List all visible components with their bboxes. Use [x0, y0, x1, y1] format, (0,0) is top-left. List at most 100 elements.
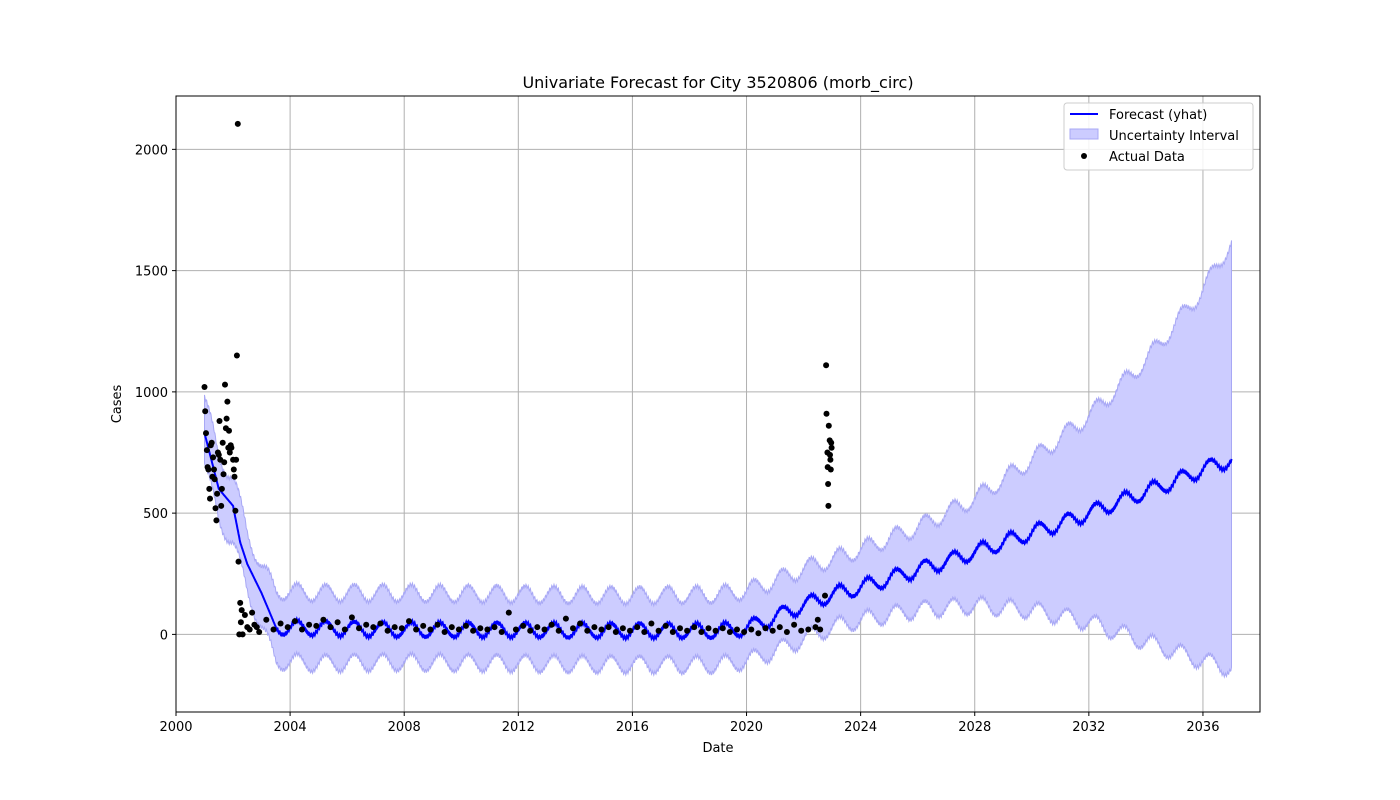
actual-data-point [233, 352, 240, 359]
actual-data-point [783, 629, 790, 635]
legend-actual-label: Actual Data [1109, 150, 1185, 165]
actual-data-point [334, 619, 341, 626]
actual-data-point [598, 626, 605, 633]
y-tick-label: 0 [160, 628, 168, 643]
actual-data-point [222, 381, 228, 388]
actual-data-point [441, 629, 448, 635]
actual-data-point [812, 624, 819, 631]
x-tick-label: 2024 [844, 720, 877, 735]
actual-data-point [218, 502, 225, 509]
actual-data-point [527, 627, 534, 634]
actual-data-point [208, 439, 215, 446]
actual-data-point [284, 624, 291, 631]
actual-data-point [776, 624, 783, 631]
actual-data-point [823, 362, 830, 369]
legend-interval-swatch [1069, 128, 1099, 140]
actual-data-point [370, 624, 377, 631]
actual-data-point [299, 626, 305, 633]
x-tick-label: 2036 [1186, 720, 1219, 735]
uncertainty-band [204, 240, 1232, 679]
actual-data-point [212, 505, 219, 512]
actual-data-point [605, 624, 612, 631]
actual-data-point [570, 625, 576, 632]
actual-data-point [662, 622, 669, 629]
x-tick-label: 2004 [274, 720, 307, 735]
legend-actual-swatch [1081, 153, 1087, 159]
actual-data-point [241, 612, 248, 618]
actual-data-point [239, 631, 246, 638]
actual-data-point [541, 626, 548, 633]
actual-data-point [584, 627, 591, 634]
actual-data-point [828, 444, 835, 451]
actual-data-point [817, 626, 824, 633]
actual-data-point [822, 592, 828, 599]
actual-data-point [719, 625, 726, 632]
actual-data-point [237, 619, 244, 626]
actual-data-point [223, 415, 230, 422]
x-tick-label: 2020 [730, 720, 763, 735]
actual-data-point [231, 473, 238, 480]
actual-data-point [210, 454, 217, 461]
x-tick-label: 2000 [159, 720, 192, 735]
actual-data-point [477, 625, 484, 632]
actual-data-point [406, 618, 412, 625]
actual-data-point [211, 466, 217, 473]
actual-data-point [277, 620, 284, 627]
actual-data-point [420, 622, 427, 629]
actual-data-point [213, 517, 220, 524]
actual-data-point [726, 629, 733, 635]
actual-data-point [677, 625, 683, 632]
actual-data-point [205, 466, 212, 473]
actual-data-point [698, 629, 705, 635]
actual-data-point [612, 629, 619, 635]
actual-data-point [320, 616, 327, 623]
actual-data-point [734, 626, 740, 633]
actual-data-point [769, 627, 776, 634]
actual-data-point [214, 490, 221, 497]
actual-data-point [805, 626, 812, 633]
actual-data-point [207, 495, 213, 502]
plot-frame [175, 95, 1261, 713]
actual-data-point [491, 624, 498, 631]
actual-data-point [825, 481, 832, 487]
actual-data-point [203, 447, 210, 454]
actual-data-point [230, 466, 237, 473]
actual-data-point [498, 629, 505, 635]
y-axis-label: Cases [110, 384, 125, 423]
actual-data-point [218, 485, 225, 492]
actual-data-point [634, 624, 641, 631]
legend-box [1063, 102, 1254, 171]
actual-data-point [520, 622, 527, 629]
actual-data-point [384, 627, 391, 634]
actual-data-point [534, 624, 541, 631]
actual-data-point [712, 627, 719, 634]
chart-title: Univariate Forecast for City 3520806 (mo… [522, 73, 913, 93]
actual-data-point [463, 622, 469, 629]
actual-data-point [341, 626, 348, 633]
actual-data-point [825, 502, 832, 509]
x-tick-label: 2032 [1072, 720, 1105, 735]
actual-data-point [256, 629, 263, 635]
actual-data-point [246, 626, 253, 633]
x-axis-label: Date [702, 741, 733, 756]
actual-data-point [505, 609, 512, 616]
actual-data-point [741, 629, 748, 635]
actual-data-point [641, 629, 648, 635]
legend: Forecast (yhat) Uncertainty Interval Act… [1063, 102, 1254, 171]
actual-data-point [234, 120, 241, 127]
actual-data-point [235, 558, 242, 565]
actual-data-point [202, 408, 209, 415]
actual-data-point [263, 616, 270, 623]
actual-data-point [356, 625, 362, 632]
actual-data-point [327, 624, 334, 631]
actual-data-point [748, 626, 755, 633]
y-tick-label: 1000 [135, 386, 168, 401]
actual-data-point [201, 384, 208, 390]
actual-data-point [512, 626, 519, 633]
actual-data-point [413, 626, 420, 633]
x-tick-label: 2012 [502, 720, 535, 735]
legend-interval-label: Uncertainty Interval [1109, 129, 1239, 144]
actual-data-point [814, 616, 821, 623]
actual-data-point [791, 621, 798, 628]
